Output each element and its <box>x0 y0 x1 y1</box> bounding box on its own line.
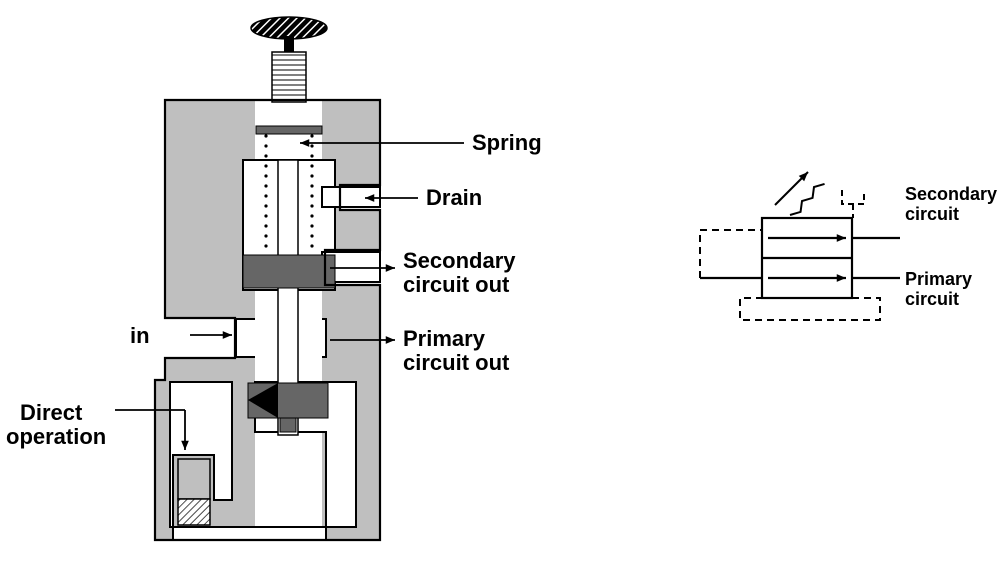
adjust-knob-icon <box>251 17 327 39</box>
svg-text:Secondary: Secondary <box>403 248 516 273</box>
svg-text:circuit out: circuit out <box>403 350 510 375</box>
svg-text:in: in <box>130 323 150 348</box>
svg-text:circuit: circuit <box>905 204 959 224</box>
svg-text:Secondary: Secondary <box>905 184 997 204</box>
svg-text:Primary: Primary <box>905 269 972 289</box>
svg-text:Primary: Primary <box>403 326 486 351</box>
svg-text:circuit: circuit <box>905 289 959 309</box>
svg-text:operation: operation <box>6 424 106 449</box>
schematic-symbol: SecondarycircuitPrimarycircuit <box>700 172 997 320</box>
svg-text:Spring: Spring <box>472 130 542 155</box>
svg-text:circuit out: circuit out <box>403 272 510 297</box>
svg-text:Direct: Direct <box>20 400 83 425</box>
svg-text:Drain: Drain <box>426 185 482 210</box>
cross-section-diagram: SpringDrainSecondarycircuit outPrimaryci… <box>6 17 542 540</box>
